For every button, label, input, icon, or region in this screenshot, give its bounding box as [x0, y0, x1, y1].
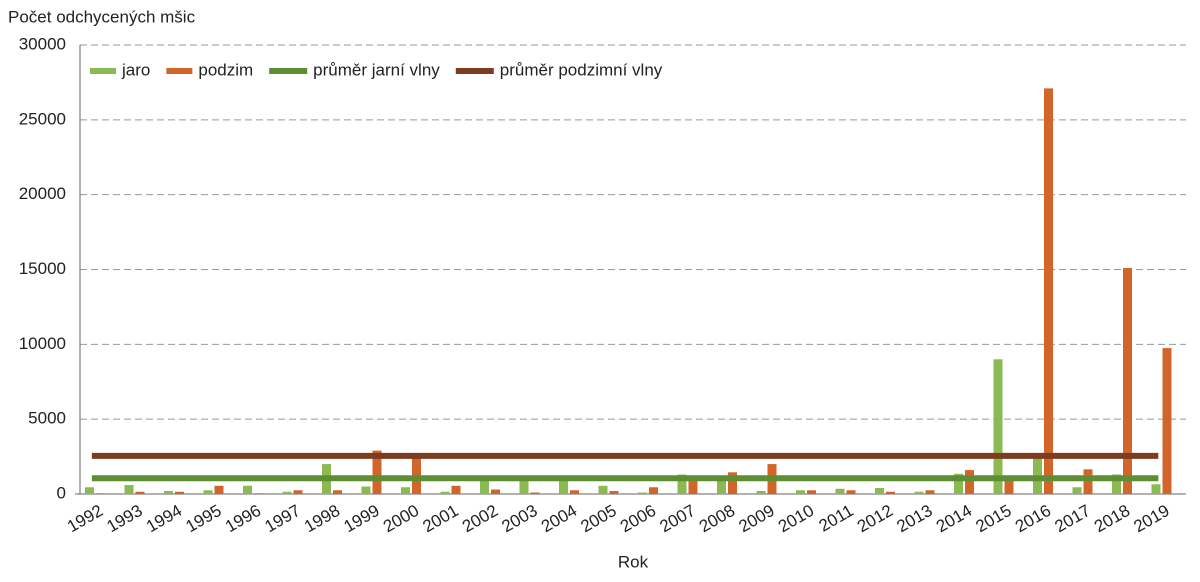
bar: [124, 485, 134, 494]
bar: [835, 488, 845, 494]
legend-label: jaro: [121, 60, 150, 79]
x-tick-label: 2001: [419, 501, 461, 536]
bar: [1162, 348, 1172, 494]
bar: [254, 493, 263, 494]
x-axis-title: Rok: [618, 552, 649, 571]
bar: [1004, 480, 1014, 494]
bar: [1044, 88, 1053, 495]
bar: [1112, 474, 1121, 494]
bar: [807, 490, 816, 494]
bar: [993, 359, 1003, 494]
x-tick-label: 1995: [182, 501, 224, 536]
legend-label: podzim: [198, 60, 253, 79]
bar: [638, 492, 647, 494]
y-tick-label: 10000: [19, 334, 66, 353]
bar: [519, 479, 529, 494]
bar: [914, 491, 924, 494]
x-tick-label: 2013: [893, 501, 935, 536]
bar: [401, 487, 410, 494]
y-tick-label: 30000: [19, 34, 66, 53]
x-tick-label: 2009: [735, 501, 777, 536]
x-tick-label: 1996: [222, 501, 264, 536]
bar: [480, 479, 489, 494]
bar: [214, 485, 224, 494]
bar: [530, 492, 540, 494]
bar: [886, 491, 895, 494]
x-tick-label: 2004: [538, 501, 580, 536]
x-tick-label: 2002: [459, 501, 501, 536]
legend-label: průměr jarní vlny: [313, 60, 440, 79]
bar: [96, 493, 105, 494]
bar: [1151, 484, 1161, 494]
bar: [649, 487, 658, 494]
bar: [1123, 268, 1132, 494]
x-tick-label: 1994: [143, 501, 185, 536]
bar: [440, 491, 450, 494]
x-tick-label: 2006: [617, 501, 659, 536]
bar: [243, 485, 252, 494]
bar: [875, 488, 884, 494]
bar: [688, 479, 698, 494]
bar: [361, 486, 371, 494]
bar: [728, 472, 737, 494]
x-tick-label: 2010: [775, 501, 817, 536]
y-axis-title: Počet odchycených mšic: [8, 7, 196, 26]
bar: [333, 490, 342, 494]
x-tick-label: 2003: [498, 501, 540, 536]
bar: [491, 489, 500, 494]
y-tick-label: 20000: [19, 184, 66, 203]
x-tick-label: 1997: [261, 501, 303, 536]
bar: [1072, 487, 1082, 494]
x-tick-label: 2019: [1130, 501, 1172, 536]
bar: [559, 480, 568, 494]
bar: [598, 485, 608, 494]
x-tick-label: 2012: [854, 501, 896, 536]
x-tick-label: 2011: [816, 501, 857, 536]
bar: [756, 491, 766, 494]
bar: [570, 490, 579, 494]
x-tick-label: 2005: [577, 501, 619, 536]
bar: [609, 491, 619, 494]
y-tick-label: 15000: [19, 259, 66, 278]
bar: [203, 490, 213, 494]
bar: [164, 491, 173, 494]
x-tick-label: 1993: [103, 501, 145, 536]
bar: [1083, 469, 1093, 494]
bar: [135, 491, 145, 494]
bar: [372, 450, 382, 494]
x-tick-label: 1999: [340, 501, 382, 536]
x-tick-label: 1998: [301, 501, 343, 536]
bar: [282, 491, 292, 494]
x-tick-label: 2016: [1012, 501, 1054, 536]
bar: [925, 490, 935, 494]
x-tick-label: 2008: [696, 501, 738, 536]
x-tick-label: 2014: [933, 501, 975, 536]
bar: [85, 487, 94, 494]
y-tick-label: 5000: [28, 409, 66, 428]
x-tick-label: 2017: [1051, 501, 1093, 536]
bar: [717, 479, 726, 494]
x-tick-label: 2007: [656, 501, 698, 536]
bar: [293, 490, 303, 494]
bar: [677, 474, 687, 494]
y-tick-label: 25000: [19, 109, 66, 128]
bar: [796, 490, 805, 494]
bar: [175, 491, 184, 494]
bar: [846, 490, 856, 494]
bar: [451, 485, 461, 494]
bar: [965, 470, 974, 494]
x-tick-label: 2015: [972, 501, 1014, 536]
x-tick-label: 2000: [380, 501, 422, 536]
bar: [954, 473, 963, 494]
legend-label: průměr podzimní vlny: [500, 60, 663, 79]
x-tick-label: 1992: [64, 501, 106, 536]
x-tick-label: 2018: [1091, 501, 1133, 536]
y-tick-label: 0: [57, 483, 66, 502]
